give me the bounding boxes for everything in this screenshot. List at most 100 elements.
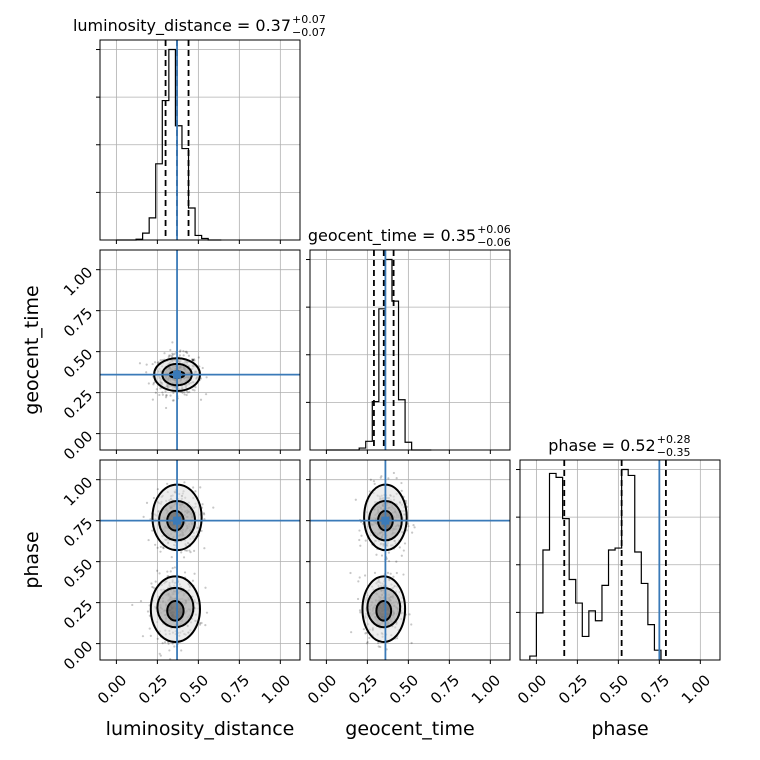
sample-point (359, 544, 362, 547)
sample-point (201, 503, 204, 506)
sample-point (148, 627, 151, 630)
sample-point (380, 475, 383, 478)
sample-point (203, 517, 206, 521)
sample-point (171, 341, 174, 344)
hist-panel-geocent_time: geocent_time = 0.35 +0.06−0.06 (306, 223, 511, 454)
y-tick-label: 0.75 (60, 514, 96, 550)
sample-point (203, 547, 206, 550)
sample-point (171, 567, 174, 570)
panel-content (100, 460, 300, 660)
x-axis-label-luminosity_distance: luminosity_distance (106, 718, 295, 740)
sample-point (377, 645, 380, 648)
title-name: phase (548, 436, 596, 455)
x-tick-label: 0.00 (304, 671, 340, 707)
sample-point (181, 391, 184, 394)
sample-point (159, 359, 162, 362)
sample-point (192, 358, 196, 361)
scatter-panel-luminosity_distance_vs_geocent_time (96, 249, 301, 454)
sample-point (159, 550, 162, 553)
x-tick-label: 0.50 (596, 671, 632, 707)
sample-point (167, 354, 171, 357)
sample-point (410, 641, 413, 645)
sample-point (162, 546, 165, 549)
sample-point (164, 406, 168, 410)
sample-point (162, 547, 165, 550)
sample-point (200, 529, 203, 532)
sample-point (373, 482, 376, 485)
sample-point (156, 488, 159, 491)
y-tick-label: 0.25 (60, 596, 96, 632)
sample-point (379, 645, 382, 649)
sample-point (398, 546, 401, 549)
sample-point (387, 477, 390, 480)
sample-point (169, 657, 172, 660)
sample-point (359, 611, 362, 614)
sample-point (192, 486, 195, 489)
axes-frame (99, 39, 301, 241)
panel-title-luminosity_distance: luminosity_distance = 0.37 (73, 16, 291, 36)
density-fill (376, 600, 392, 621)
sample-point (360, 534, 363, 537)
sample-point (169, 354, 172, 357)
sample-point (364, 632, 367, 635)
x-tick-label: 0.50 (176, 671, 212, 707)
title-minus: −0.07 (292, 26, 326, 39)
sample-point (142, 515, 145, 518)
sample-point (180, 551, 183, 554)
sample-point (400, 489, 403, 492)
sample-point (373, 571, 377, 574)
sample-point (350, 631, 353, 634)
x-tick-label: 1.00 (258, 671, 294, 707)
truth-marker (381, 516, 390, 525)
sample-point (156, 569, 159, 572)
density-fill (167, 600, 184, 621)
sample-point (152, 383, 155, 386)
y-tick-label: 0.50 (60, 345, 96, 381)
title-minus: −0.35 (657, 446, 691, 459)
y-tick-label: 0.75 (60, 304, 96, 340)
sample-point (389, 572, 392, 575)
sample-point (139, 599, 143, 603)
sample-point (182, 354, 185, 357)
histogram-phase (529, 468, 701, 661)
sample-point (395, 637, 399, 640)
sample-point (188, 549, 191, 552)
sample-point (154, 391, 157, 394)
sample-point (356, 597, 360, 601)
sample-point (205, 611, 209, 614)
sample-point (379, 476, 382, 479)
title-plus: +0.06 (477, 223, 511, 236)
axes-frame (99, 249, 301, 451)
panel-title-phase: phase = 0.52 (548, 436, 655, 455)
sample-point (191, 358, 195, 361)
title-plus: +0.28 (657, 433, 691, 446)
panel-title-geocent_time: geocent_time = 0.35 (308, 226, 476, 246)
x-axis-label-phase: phase (591, 718, 648, 740)
sample-point (380, 554, 384, 557)
axes-frame (99, 459, 301, 661)
y-tick-label: 0.00 (60, 427, 96, 463)
sample-point (199, 398, 203, 401)
contour-line (366, 586, 402, 629)
sample-point (163, 641, 167, 644)
axes-frame (519, 459, 721, 661)
sample-point (191, 388, 194, 391)
sample-point (392, 471, 395, 475)
sample-point (198, 623, 202, 626)
sample-point (157, 361, 160, 364)
y-tick-label: 0.50 (60, 555, 96, 591)
axes-frame (309, 459, 511, 661)
sample-point (166, 570, 169, 573)
truth-marker (173, 370, 182, 379)
title-name: geocent_time (308, 226, 417, 246)
sample-point (366, 640, 369, 644)
sample-point (184, 549, 187, 552)
sample-point (349, 571, 352, 575)
sample-point (165, 394, 168, 397)
sample-point (204, 393, 208, 396)
axes-frame (309, 249, 511, 451)
sample-point (147, 382, 150, 385)
sample-point (161, 391, 164, 394)
sample-point (152, 496, 156, 500)
